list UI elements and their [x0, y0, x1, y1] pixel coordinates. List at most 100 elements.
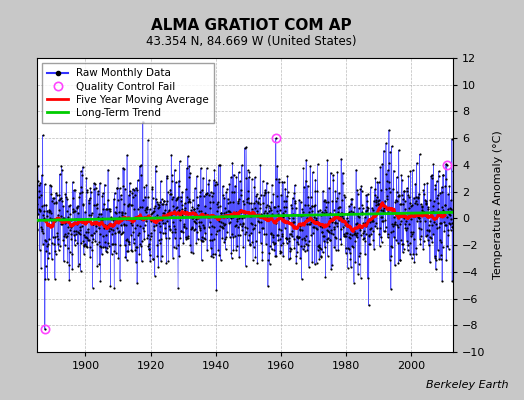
Point — [356, 225, 364, 231]
Point — [184, 196, 193, 202]
Point — [113, 224, 121, 231]
Point — [64, 230, 72, 236]
Point — [216, 257, 225, 263]
Point — [128, 186, 137, 192]
Point — [62, 179, 70, 185]
Point — [93, 263, 101, 269]
Point — [156, 223, 164, 229]
Point — [365, 233, 373, 240]
Point — [215, 218, 223, 224]
Point — [158, 217, 167, 224]
Point — [164, 258, 172, 264]
Point — [104, 166, 112, 173]
Point — [162, 213, 170, 220]
Point — [295, 196, 303, 203]
Point — [377, 238, 386, 245]
Point — [300, 234, 308, 241]
Point — [134, 232, 143, 238]
Point — [390, 234, 398, 240]
Point — [127, 232, 135, 238]
Point — [273, 162, 281, 169]
Point — [379, 207, 387, 213]
Point — [37, 265, 45, 272]
Point — [203, 212, 211, 218]
Point — [226, 219, 234, 226]
Point — [102, 248, 110, 254]
Point — [442, 222, 451, 228]
Point — [52, 190, 60, 196]
Point — [250, 224, 258, 231]
Point — [348, 244, 357, 250]
Point — [196, 189, 204, 195]
Point — [435, 224, 444, 230]
Point — [247, 230, 256, 236]
Point — [399, 245, 408, 252]
Point — [303, 221, 311, 228]
Point — [247, 213, 255, 219]
Point — [294, 241, 302, 248]
Point — [114, 255, 123, 261]
Point — [64, 224, 73, 231]
Point — [221, 246, 230, 252]
Point — [180, 223, 188, 230]
Point — [89, 236, 97, 243]
Point — [268, 246, 276, 253]
Point — [237, 192, 246, 198]
Point — [130, 215, 139, 221]
Point — [105, 205, 113, 212]
Point — [318, 209, 326, 215]
Point — [45, 235, 53, 242]
Point — [388, 243, 396, 250]
Point — [276, 250, 285, 256]
Point — [143, 204, 151, 210]
Point — [299, 246, 307, 252]
Point — [102, 232, 111, 238]
Point — [88, 232, 96, 239]
Point — [296, 223, 304, 229]
Point — [302, 241, 310, 247]
Point — [416, 241, 424, 247]
Point — [301, 237, 310, 243]
Point — [235, 232, 244, 238]
Point — [438, 204, 446, 210]
Point — [211, 178, 220, 185]
Point — [179, 240, 188, 246]
Point — [86, 244, 94, 250]
Point — [416, 151, 424, 158]
Point — [105, 228, 114, 234]
Point — [139, 118, 147, 125]
Point — [205, 205, 214, 211]
Point — [241, 210, 249, 217]
Point — [328, 262, 336, 269]
Point — [95, 239, 103, 246]
Point — [335, 204, 344, 211]
Point — [179, 214, 187, 220]
Point — [372, 202, 380, 208]
Point — [122, 216, 130, 222]
Point — [320, 233, 328, 240]
Point — [412, 160, 421, 166]
Point — [347, 196, 355, 202]
Point — [193, 173, 201, 180]
Point — [408, 202, 417, 208]
Point — [265, 208, 274, 214]
Point — [398, 241, 407, 248]
Point — [413, 200, 421, 207]
Point — [79, 164, 87, 170]
Legend: Raw Monthly Data, Quality Control Fail, Five Year Moving Average, Long-Term Tren: Raw Monthly Data, Quality Control Fail, … — [42, 63, 214, 123]
Point — [321, 274, 330, 280]
Point — [106, 214, 115, 220]
Point — [399, 196, 407, 202]
Point — [40, 215, 49, 222]
Point — [83, 187, 91, 193]
Point — [76, 224, 84, 230]
Point — [168, 178, 176, 184]
Point — [204, 181, 213, 187]
Point — [105, 206, 114, 213]
Point — [154, 201, 162, 207]
Point — [103, 197, 112, 203]
Point — [258, 249, 267, 255]
Point — [263, 210, 271, 217]
Point — [384, 230, 392, 237]
Point — [104, 242, 113, 249]
